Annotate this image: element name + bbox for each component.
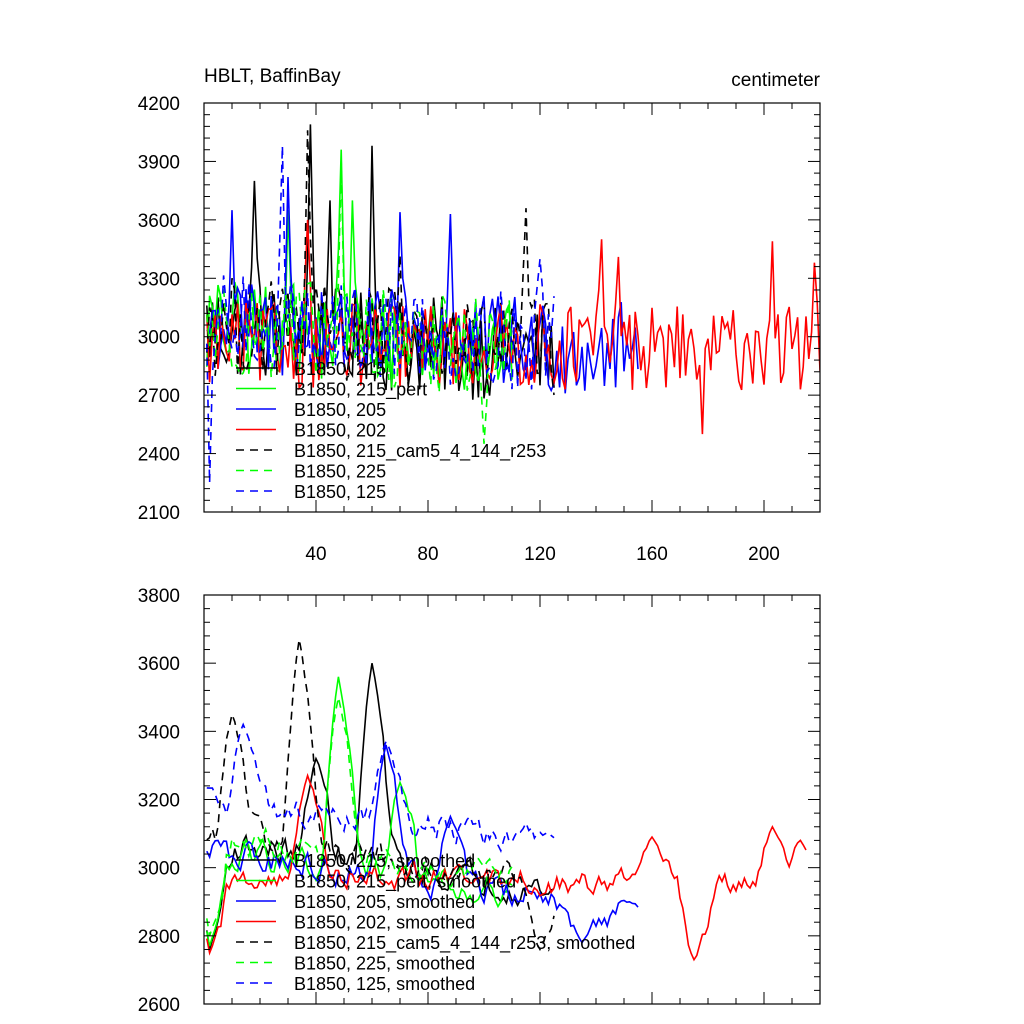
legend-item: B1850, 215_cam5_4_144_r253 — [236, 441, 546, 462]
bottom-plot-area: 2600 2800 3000 3200 3400 3600 3800 B1850, 215, … — [138, 586, 821, 1016]
legend-label: B1850, 225, smoothed — [294, 954, 475, 974]
legend-item: B1850, 215_cam5_4_144_r253, smoothed — [236, 933, 635, 954]
y-tick-label: 4200 — [138, 94, 180, 115]
legend-item: B1850, 215, smoothed — [236, 851, 475, 871]
series-line-2 — [206, 744, 639, 945]
y-tick-label: 3600 — [138, 211, 180, 232]
legend-label: B1850, 202 — [294, 421, 386, 441]
y-tick-label: 3600 — [138, 654, 180, 675]
legend-label: B1850, 125, smoothed — [294, 974, 475, 994]
series-group — [206, 639, 807, 962]
series-line-6 — [206, 145, 555, 483]
y-tick-label: 3900 — [138, 152, 180, 173]
bottom-panel: 2600 2800 3000 3200 3400 3600 3800 B1850, 215, … — [138, 586, 821, 1016]
y-tick-label: 3000 — [138, 328, 180, 349]
legend-item: B1850, 202, smoothed — [236, 913, 475, 933]
legend-item: B1850, 215_pert — [236, 380, 427, 401]
x-tick-label: 40 — [305, 544, 326, 565]
series-group — [206, 124, 820, 483]
legend-label: B1850, 215 — [294, 359, 386, 379]
chart-title-left: HBLT, BaffinBay — [204, 66, 341, 87]
y-tick-label: 2600 — [138, 995, 180, 1016]
y-tick-label: 3000 — [138, 859, 180, 880]
legend-item: B1850, 225 — [236, 462, 386, 482]
legend-label: B1850, 215_pert, smoothed — [294, 872, 516, 893]
legend-label: B1850, 205 — [294, 400, 386, 420]
legend-label: B1850, 215_cam5_4_144_r253 — [294, 441, 546, 462]
series-line-5 — [206, 161, 513, 444]
legend-label: B1850, 125 — [294, 482, 386, 502]
series-line-1 — [206, 676, 513, 947]
legend-item: B1850, 202 — [236, 421, 386, 441]
legend-item: B1850, 225, smoothed — [236, 954, 475, 974]
x-tick-label: 80 — [417, 544, 438, 565]
legend-label: B1850, 225 — [294, 462, 386, 482]
legend-label: B1850, 202, smoothed — [294, 913, 475, 933]
y-tick-label: 3400 — [138, 722, 180, 743]
y-tick-label: 2800 — [138, 927, 180, 948]
x-tick-label: 200 — [748, 544, 780, 565]
y-tick-label: 2100 — [138, 503, 180, 524]
y-tick-label: 2700 — [138, 386, 180, 407]
legend-item: B1850, 215_pert, smoothed — [236, 872, 516, 893]
legend-item: B1850, 215 — [236, 359, 386, 379]
y-tick-label: 3300 — [138, 269, 180, 290]
x-tick-label: 120 — [524, 544, 556, 565]
x-tick-label: 160 — [636, 544, 668, 565]
legend-item: B1850, 205 — [236, 400, 386, 420]
chart-title-right: centimeter — [731, 70, 820, 91]
legend-label: B1850, 215, smoothed — [294, 851, 475, 871]
legend-label: B1850, 205, smoothed — [294, 892, 475, 912]
y-tick-label: 2400 — [138, 445, 180, 466]
legend-item: B1850, 125, smoothed — [236, 974, 475, 994]
y-tick-label: 3800 — [138, 586, 180, 607]
top-panel: HBLT, BaffinBay centimeter 2100 2400 2700 3… — [138, 66, 821, 565]
legend-item: B1850, 205, smoothed — [236, 892, 475, 912]
top-plot-area: 2100 2400 2700 3000 3300 3600 3900 4200 40 80 120 1… — [138, 94, 821, 565]
legend-label: B1850, 215_cam5_4_144_r253, smoothed — [294, 933, 635, 954]
legend-label: B1850, 215_pert — [294, 380, 427, 401]
legend-item: B1850, 125 — [236, 482, 386, 502]
y-tick-label: 3200 — [138, 791, 180, 812]
series-line-6 — [206, 722, 555, 854]
